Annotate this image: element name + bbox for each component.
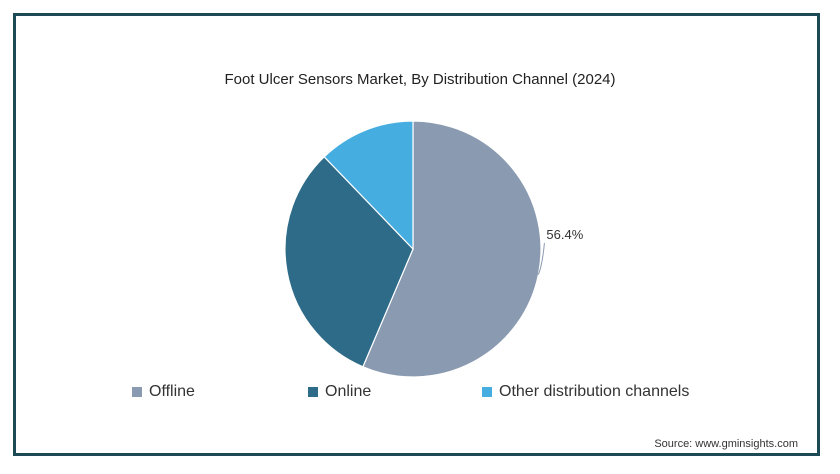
data-label-leader-offline [537,242,545,275]
legend-item-offline: Offline [132,383,195,401]
pie-slices [284,120,542,378]
pie-data-labels: 56.4% [537,227,584,275]
chart-title: Foot Ulcer Sensors Market, By Distributi… [224,71,616,88]
data-label-offline: 56.4% [546,227,583,242]
pie-slice-offline [362,120,542,378]
legend-swatch-offline [132,387,142,397]
pie-slice-online [284,155,414,368]
legend-swatch-other [482,387,492,397]
source-note: Source: www.gminsights.com [654,438,798,450]
legend-item-online: Online [308,383,371,401]
legend-label-online: Online [325,383,372,400]
chart-legend: Offline Online Other distribution channe… [0,383,840,407]
legend-label-offline: Offline [149,383,195,400]
legend-item-other: Other distribution channels [482,383,689,401]
legend-label-other: Other distribution channels [499,383,690,400]
pie-slice-other [323,120,414,251]
legend-swatch-online [308,387,318,397]
